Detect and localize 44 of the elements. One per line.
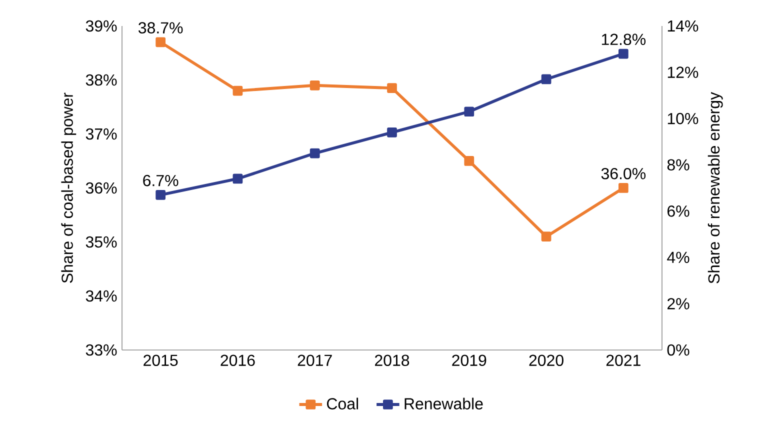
- point: [310, 148, 320, 158]
- y-tick-label: 34%: [86, 290, 117, 302]
- y-tick-label: 35%: [86, 236, 117, 248]
- y-tick-label: 36%: [86, 182, 117, 194]
- point: [464, 156, 474, 166]
- x-tick-label: 2021: [606, 354, 640, 366]
- point: [310, 80, 320, 90]
- point: [618, 183, 628, 193]
- point: [387, 128, 397, 138]
- y2-tick-label: 10%: [668, 112, 698, 124]
- x-tick-label: 2015: [144, 354, 178, 366]
- y2-tick-label: 4%: [667, 252, 690, 264]
- data-label: 6.7%: [143, 174, 178, 186]
- y2-tick-label: 8%: [667, 159, 690, 170]
- y2-tick-label: 6%: [668, 205, 690, 217]
- point: [232, 174, 243, 184]
- x-tick-label: 2016: [220, 354, 255, 366]
- y2-tick-label: 14%: [668, 20, 698, 32]
- y-tick-label: 38%: [86, 74, 117, 86]
- point: [541, 232, 552, 242]
- y-axis-title: Share of coal-based power: [61, 92, 76, 283]
- legend-label: Coal: [327, 398, 358, 410]
- point: [387, 83, 397, 94]
- x-tick-label: 2018: [375, 354, 410, 366]
- data-label: 12.8%: [602, 34, 646, 46]
- point: [232, 86, 243, 96]
- point: [156, 190, 166, 200]
- data-label: 36.0%: [601, 168, 646, 180]
- point: [618, 48, 628, 59]
- y2-tick-label: 0%: [667, 344, 690, 356]
- x-tick-label: 2019: [452, 354, 486, 366]
- point: [156, 37, 166, 48]
- legend-label: Renewable: [404, 398, 483, 410]
- y2-axis-title: Share of renewable energy: [708, 92, 723, 284]
- point: [541, 74, 552, 84]
- y-tick-label: 39%: [86, 20, 117, 32]
- data-label: 38.7%: [138, 22, 183, 34]
- x-tick-label: 2017: [298, 354, 332, 366]
- y-tick-label: 37%: [86, 128, 117, 140]
- point: [464, 106, 474, 117]
- y2-tick-label: 12%: [668, 66, 698, 78]
- y2-tick-label: 2%: [668, 298, 690, 310]
- y-tick-label: 33%: [86, 344, 117, 356]
- x-tick-label: 2020: [529, 354, 564, 366]
